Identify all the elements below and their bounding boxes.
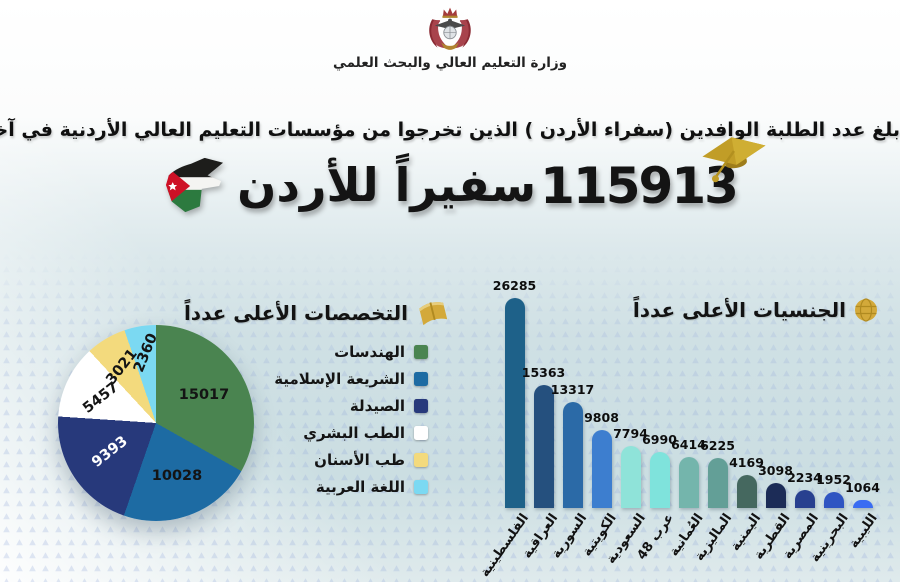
jordan-map-flag-icon bbox=[166, 157, 224, 213]
legend-swatch bbox=[414, 398, 428, 413]
ministry-name: وزارة التعليم العالي والبحث العلمي bbox=[332, 55, 568, 71]
bar-chart: 26285 الفلسطينية 15363 العراقية 13317 السورية… bbox=[478, 268, 881, 580]
pie-legend: الهندسات الشريعة الإسلامية الصيدلة الطب الب… bbox=[256, 338, 428, 500]
bar-title-text: الجنسيات الأعلى عدداً bbox=[632, 298, 846, 322]
bar-value-label: 7794 bbox=[613, 425, 648, 441]
legend-label: الصيدلة bbox=[349, 396, 405, 415]
legend-item: الصيدلة bbox=[256, 392, 428, 419]
bar-column: 6225 الماليزية bbox=[692, 268, 735, 564]
headline: بلغ عدد الطلبة الوافدين (سفراء الأردن ) … bbox=[0, 119, 900, 141]
bar-column: 9808 الكويتية bbox=[579, 268, 619, 560]
bar-value-label: 6225 bbox=[700, 438, 735, 454]
bar-column: 7794 السعودية bbox=[603, 268, 648, 567]
bar bbox=[678, 456, 699, 508]
bar bbox=[533, 385, 554, 508]
bar-column: 1952 البحرينية bbox=[807, 268, 851, 565]
bar-column: 1064 الليبية bbox=[845, 268, 880, 552]
bar bbox=[562, 401, 583, 508]
bar-column: 13317 السورية bbox=[549, 268, 594, 562]
bar bbox=[794, 490, 815, 508]
bar-value-label: 15363 bbox=[521, 365, 566, 381]
bar-column: 3098 القطرية bbox=[751, 268, 793, 562]
pie-value-label: 9393 bbox=[89, 433, 131, 471]
bar bbox=[707, 458, 728, 508]
bar bbox=[765, 483, 786, 508]
bar-column: 26285 الفلسطينية bbox=[478, 268, 537, 580]
bar-value-label: 1952 bbox=[816, 472, 851, 488]
bar bbox=[591, 429, 612, 508]
bar-column: 6414 العُمانية bbox=[666, 268, 706, 559]
legend-label: طب الأسنان bbox=[314, 450, 405, 469]
legend-label: الشريعة الإسلامية bbox=[274, 369, 405, 388]
globe-icon bbox=[855, 298, 877, 322]
graduates-count: 115913 bbox=[540, 156, 739, 215]
bar-value-label: 2234 bbox=[787, 470, 822, 486]
pie-value-label: 10028 bbox=[151, 468, 203, 484]
bar-category-label: الليبية bbox=[845, 511, 881, 552]
pie-section-title: التخصصات الأعلى عدداً bbox=[184, 296, 450, 330]
bar-value-label: 3098 bbox=[758, 463, 793, 479]
bar bbox=[504, 298, 525, 508]
graduation-cap-icon bbox=[702, 136, 766, 182]
legend-swatch bbox=[414, 344, 428, 359]
legend-item: اللغة العربية bbox=[256, 473, 428, 500]
pie-value-label: 15017 bbox=[178, 387, 230, 403]
bar bbox=[823, 492, 844, 508]
legend-label: الطب البشري bbox=[303, 423, 405, 442]
bar-value-label: 1064 bbox=[845, 479, 880, 495]
bar-column: 2234 المصرية bbox=[780, 268, 822, 562]
bar bbox=[649, 452, 670, 508]
legend-item: طب الأسنان bbox=[256, 446, 428, 473]
bar-section-title: الجنسيات الأعلى عدداً bbox=[633, 298, 878, 322]
jordan-coat-of-arms-logo bbox=[423, 5, 477, 57]
legend-item: الشريعة الإسلامية bbox=[256, 365, 428, 392]
coat-of-arms-icon bbox=[429, 7, 471, 50]
bar bbox=[620, 445, 641, 508]
bar-column: 15363 العراقية bbox=[520, 268, 565, 561]
legend-label: اللغة العربية bbox=[315, 477, 405, 496]
hero-number: 115913 bbox=[540, 136, 766, 215]
pie-title-text: التخصصات الأعلى عدداً bbox=[183, 301, 408, 325]
legend-swatch bbox=[414, 425, 428, 440]
legend-swatch bbox=[414, 371, 428, 386]
bar-value-label: 4169 bbox=[729, 454, 764, 470]
bar-value-label: 26285 bbox=[492, 278, 537, 293]
bar-column: 4169 اليمنية bbox=[728, 268, 764, 554]
book-icon bbox=[419, 302, 448, 326]
legend-item: الهندسات bbox=[256, 338, 428, 365]
hero-statement: 115913 سفيراً للأردن bbox=[0, 136, 900, 216]
legend-swatch bbox=[414, 452, 428, 467]
bar bbox=[852, 499, 873, 508]
legend-swatch bbox=[414, 479, 428, 494]
legend-label: الهندسات bbox=[334, 342, 405, 361]
bar-column: 6990 عرب 48 bbox=[635, 268, 677, 563]
bar-value-label: 6414 bbox=[671, 436, 706, 452]
legend-item: الطب البشري bbox=[256, 419, 428, 446]
hero-caption: سفيراً للأردن bbox=[237, 158, 537, 213]
bar-value-label: 6990 bbox=[642, 432, 677, 448]
bar-value-label: 9808 bbox=[584, 409, 619, 425]
pie-chart: 15017 10028 9393 5457 3021 2360 bbox=[58, 325, 254, 521]
bar-value-label: 13317 bbox=[550, 381, 595, 397]
bar bbox=[736, 474, 757, 508]
